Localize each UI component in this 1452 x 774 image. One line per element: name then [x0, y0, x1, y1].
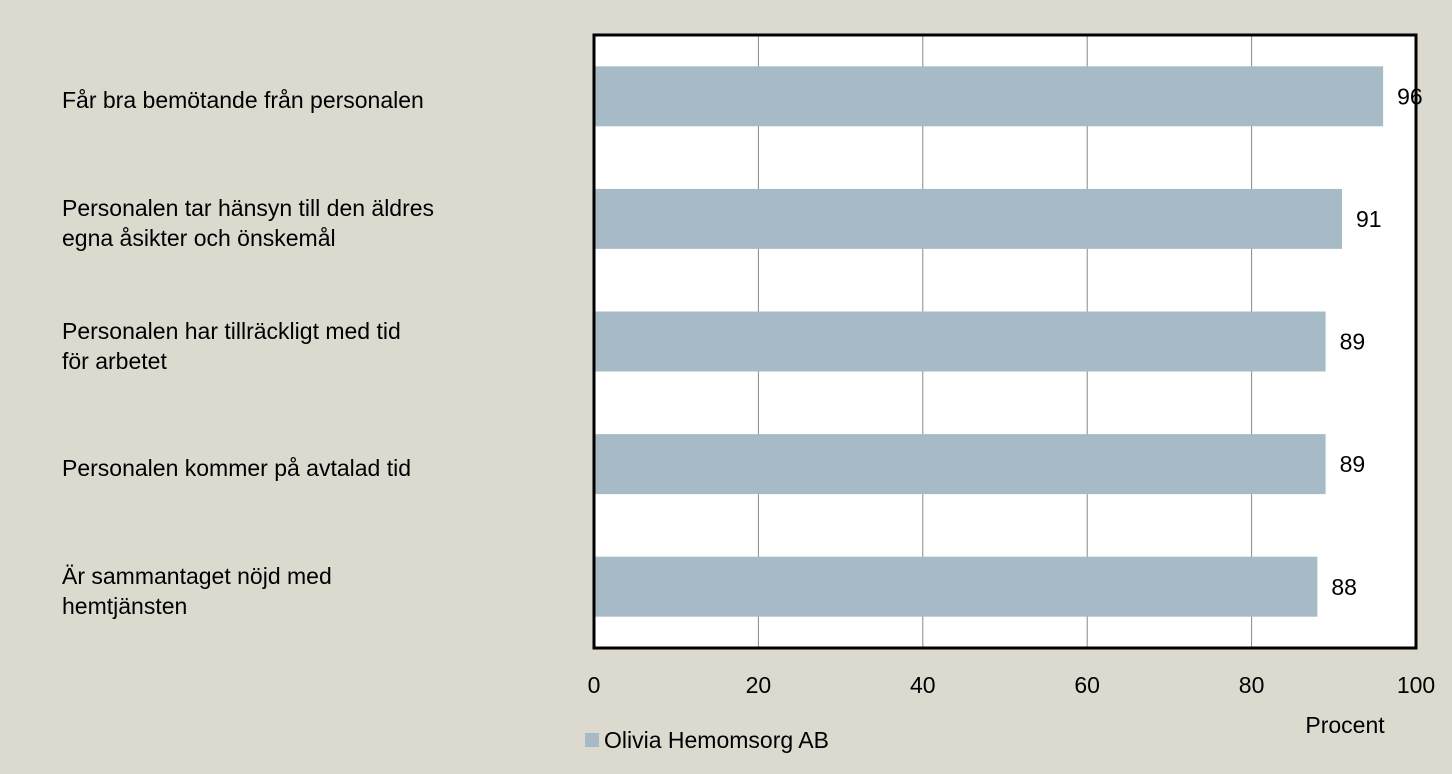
data-label: 91 — [1356, 206, 1382, 232]
x-tick-label: 40 — [910, 672, 936, 698]
x-tick-label: 60 — [1074, 672, 1100, 698]
y-tick-label: Personalen tar hänsyn till den äldres eg… — [62, 194, 435, 251]
x-tick-label: 100 — [1397, 672, 1435, 698]
bar — [594, 311, 1326, 372]
bar — [594, 188, 1343, 249]
data-label: 96 — [1397, 83, 1423, 109]
x-tick-label: 0 — [588, 672, 601, 698]
data-label: 89 — [1340, 451, 1366, 477]
bar — [594, 434, 1326, 495]
plot-border — [592, 33, 1418, 650]
bar — [594, 556, 1318, 617]
x-tick-label: 80 — [1239, 672, 1265, 698]
x-axis-label: Procent — [1305, 712, 1385, 738]
y-tick-label: Personalen kommer på avtalad tid — [62, 455, 412, 482]
data-label: 89 — [1340, 329, 1366, 355]
bar — [594, 66, 1384, 127]
y-tick-label: Personalen har tillräckligt med tid för … — [62, 317, 401, 374]
legend-label: Olivia Hemomsorg AB — [604, 727, 829, 753]
y-tick-label: Är sammantaget nöjd med hemtjänsten — [62, 562, 332, 619]
y-tick-label: Får bra bemötande från personalen — [62, 87, 424, 114]
x-tick-label: 20 — [746, 672, 772, 698]
legend-swatch — [585, 733, 599, 747]
data-label: 88 — [1331, 574, 1357, 600]
